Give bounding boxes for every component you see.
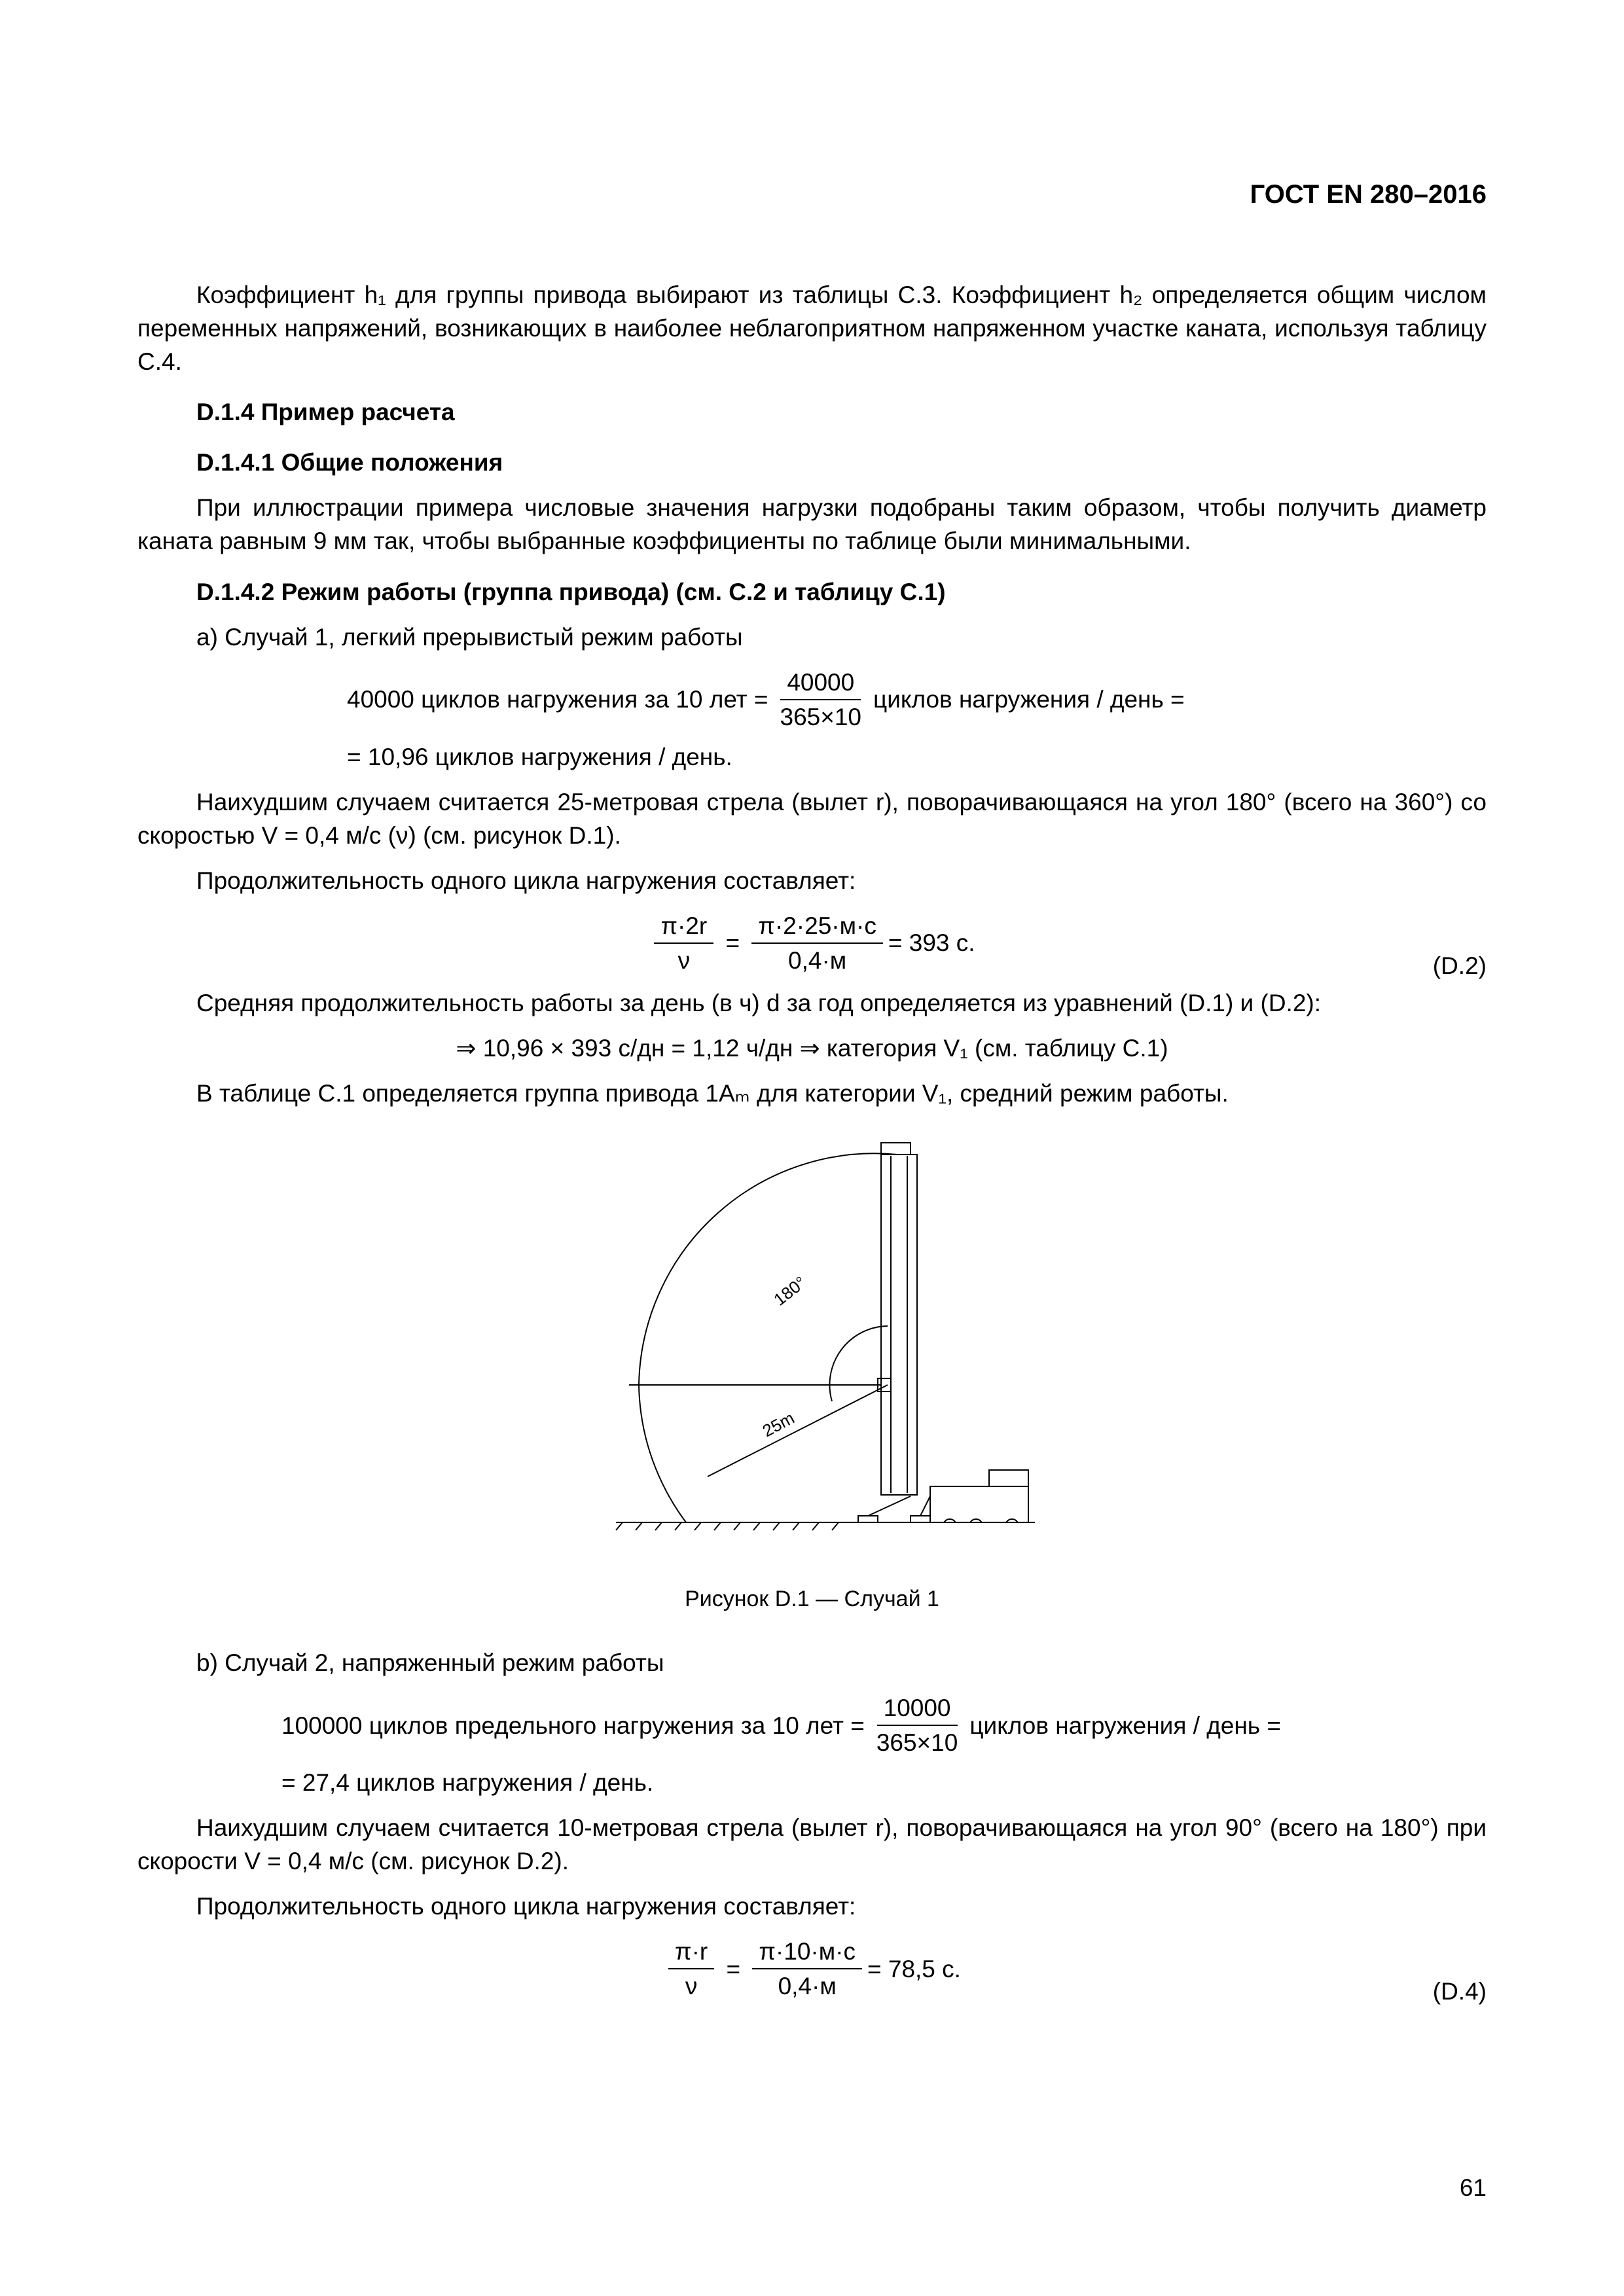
page-header-title: ГОСТ EN 280–2016: [137, 177, 1487, 213]
p-worst1a: Наихудшим случаем считается 25-метровая …: [137, 785, 1487, 852]
p-avg: Средняя продолжительность работы за день…: [137, 986, 1487, 1020]
section-d141: D.1.4.1 Общие положения: [137, 446, 1487, 479]
eq2-left-frac: π·2r ν: [654, 909, 713, 977]
p-d141: При иллюстрации примера числовые значени…: [137, 491, 1487, 558]
eq2-equals: =: [719, 926, 746, 960]
eq2-rden: 0,4·м: [782, 944, 853, 977]
page-number: 61: [1460, 2171, 1487, 2204]
case-b-label: b) Случай 2, напряженный режим работы: [196, 1646, 1487, 1679]
p-tabc1: В таблице C.1 определяется группа привод…: [137, 1077, 1487, 1110]
eq2-rnum: π·2·25·м·с: [751, 909, 882, 944]
eq4-rden: 0,4·м: [772, 1969, 843, 2003]
eq1-cont: = 10,96 циклов нагружения / день.: [347, 740, 732, 774]
eq2-number: (D.2): [1433, 949, 1487, 982]
eq2-result: = 393 с.: [888, 926, 975, 960]
eq4-lden: ν: [679, 1969, 704, 2003]
eq3-pre: 100000 циклов предельного нагружения за …: [281, 1709, 865, 1742]
p-worst2b: Продолжительность одного цикла нагружени…: [137, 1890, 1487, 1923]
eq4-right-frac: π·10·м·с 0,4·м: [752, 1935, 862, 2003]
eq4-equals: =: [719, 1952, 747, 1986]
p-worst2a: Наихудшим случаем считается 10-метровая …: [137, 1811, 1487, 1878]
equation-d4: π·r ν = π·10·м·с 0,4·м = 78,5 с. (D.4): [137, 1935, 1487, 2003]
eq4-left-frac: π·r ν: [668, 1935, 714, 2003]
section-d142: D.1.4.2 Режим работы (группа привода) (с…: [137, 575, 1487, 609]
eq1-post: циклов нагружения / день =: [873, 683, 1185, 716]
eq2-lnum: π·2r: [654, 909, 713, 944]
eq3-den: 365×10: [870, 1726, 965, 1759]
equation-d1: 40000 циклов нагружения за 10 лет = 4000…: [347, 666, 1487, 774]
case-a-label: a) Случай 1, легкий прерывистый режим ра…: [196, 620, 1487, 654]
figure-d1: 180° 25m: [137, 1130, 1487, 1562]
equation-d2: π·2r ν = π·2·25·м·с 0,4·м = 393 с. (D.2): [137, 909, 1487, 977]
fig1-radius-label: 25m: [759, 1408, 797, 1441]
eq3-cont: = 27,4 циклов нагружения / день.: [281, 1766, 653, 1799]
eq4-rnum: π·10·м·с: [752, 1935, 862, 1969]
section-d14: D.1.4 Пример расчета: [137, 395, 1487, 429]
eq3-num: 10000: [877, 1691, 958, 1726]
equation-d3: 100000 циклов предельного нагружения за …: [281, 1691, 1487, 1799]
eq1-fraction: 40000 365×10: [774, 666, 869, 734]
eq4-number: (D.4): [1433, 1975, 1487, 2008]
eq4-result: = 78,5 с.: [867, 1952, 961, 1986]
eq3-fraction: 10000 365×10: [870, 1691, 965, 1759]
eq1-num: 40000: [780, 666, 861, 700]
fig1-angle-label: 180°: [770, 1272, 810, 1310]
eq1-pre: 40000 циклов нагружения за 10 лет =: [347, 683, 768, 716]
eq2-right-frac: π·2·25·м·с 0,4·м: [751, 909, 882, 977]
eq1-den: 365×10: [774, 700, 869, 734]
implication-line: ⇒ 10,96 × 393 с/дн = 1,12 ч/дн ⇒ категор…: [137, 1031, 1487, 1065]
intro-paragraph: Коэффициент h₁ для группы привода выбира…: [137, 278, 1487, 378]
figure-d1-svg: 180° 25m: [583, 1130, 1041, 1562]
eq2-lden: ν: [672, 944, 697, 977]
figure-d1-caption: Рисунок D.1 — Случай 1: [137, 1584, 1487, 1615]
eq4-lnum: π·r: [668, 1935, 714, 1969]
p-worst1b: Продолжительность одного цикла нагружени…: [137, 864, 1487, 897]
eq3-post: циклов нагружения / день =: [969, 1709, 1281, 1742]
